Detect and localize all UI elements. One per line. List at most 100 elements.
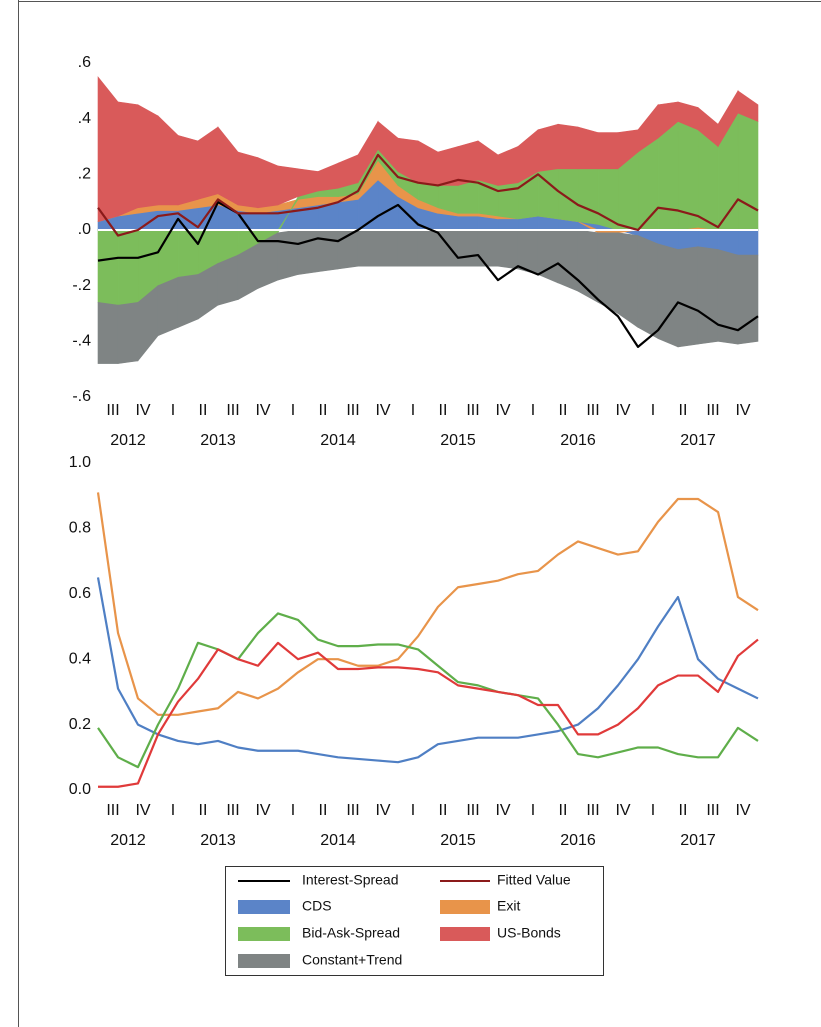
y-tick-label: .0 xyxy=(78,221,91,238)
area-segment xyxy=(657,243,679,348)
area-segment xyxy=(477,179,499,217)
y-tick-label: 0.2 xyxy=(69,716,91,733)
area-segment xyxy=(157,276,179,337)
y-tick-label: 0.4 xyxy=(69,650,91,667)
x-tick-label: IV xyxy=(135,802,150,819)
y-tick-label: -.2 xyxy=(72,277,91,294)
area-segment xyxy=(197,126,219,200)
x-tick-label: IV xyxy=(735,802,750,819)
x-tick-label: III xyxy=(226,402,239,419)
area-segment xyxy=(677,246,699,348)
x-tick-label: II xyxy=(559,402,568,419)
area-segment xyxy=(177,229,199,278)
area-segment xyxy=(497,229,519,270)
area-segment xyxy=(557,123,579,170)
year-label: 2014 xyxy=(320,432,356,449)
area-segment xyxy=(557,168,579,222)
year-label: 2012 xyxy=(110,832,146,849)
x-tick-label: III xyxy=(106,402,119,419)
area-segment xyxy=(477,229,499,267)
area-segment xyxy=(637,235,659,340)
legend-label: Interest-Spread xyxy=(302,872,399,888)
area-segment xyxy=(457,215,479,231)
x-tick-label: III xyxy=(346,402,359,419)
area-segment xyxy=(657,120,679,231)
x-tick-label: II xyxy=(439,402,448,419)
series-line xyxy=(96,577,759,764)
x-tick-label: II xyxy=(199,402,208,419)
area-segment xyxy=(137,104,159,209)
year-label: 2015 xyxy=(440,832,476,849)
area-segment xyxy=(537,123,559,172)
area-segment xyxy=(177,207,199,231)
area-segment xyxy=(297,229,319,275)
x-tick-label: II xyxy=(559,802,568,819)
y-tick-label: 1.0 xyxy=(69,454,91,471)
legend-label: Exit xyxy=(497,898,520,914)
area-segment xyxy=(257,157,279,209)
series-line xyxy=(97,201,759,348)
x-tick-label: I xyxy=(291,402,295,419)
area-segment xyxy=(577,126,599,170)
year-label: 2017 xyxy=(680,832,716,849)
x-tick-label: II xyxy=(679,802,688,819)
area-segment xyxy=(417,229,439,267)
area-segment xyxy=(417,140,439,186)
x-tick-label: IV xyxy=(255,802,270,819)
x-tick-label: IV xyxy=(495,402,510,419)
x-tick-label: III xyxy=(346,802,359,819)
x-tick-label: I xyxy=(531,402,535,419)
area-segment xyxy=(737,90,759,122)
x-tick-label: IV xyxy=(135,402,150,419)
x-tick-label: III xyxy=(466,802,479,819)
year-label: 2014 xyxy=(320,832,356,849)
series-line xyxy=(98,638,759,788)
x-tick-label: III xyxy=(706,802,719,819)
legend-label: Fitted Value xyxy=(497,872,571,888)
area-segment xyxy=(697,229,719,250)
legend-swatch xyxy=(238,927,290,941)
area-segment xyxy=(357,229,379,267)
x-tick-label: I xyxy=(531,802,535,819)
y-tick-label: .6 xyxy=(78,54,91,71)
area-segment xyxy=(737,229,759,256)
area-segment xyxy=(577,229,599,303)
legend-swatch xyxy=(238,954,290,968)
x-tick-label: I xyxy=(171,802,175,819)
area-segment xyxy=(597,168,619,231)
area-segment xyxy=(277,165,299,206)
series-line xyxy=(97,153,759,237)
area-segment xyxy=(177,274,199,328)
area-segment xyxy=(317,162,339,192)
area-segment xyxy=(277,229,299,281)
area-segment xyxy=(677,229,699,250)
x-tick-label: III xyxy=(106,802,119,819)
area-segment xyxy=(477,140,499,186)
area-segment xyxy=(697,129,719,231)
area-segment xyxy=(157,229,179,287)
y-tick-label: 0.0 xyxy=(69,781,91,798)
legend-swatch xyxy=(238,900,290,914)
x-tick-label: IV xyxy=(375,402,390,419)
y-tick-label: -.4 xyxy=(72,333,91,350)
area-segment xyxy=(337,154,359,189)
area-segment xyxy=(237,151,259,209)
area-segment xyxy=(217,254,239,306)
y-tick-label: .2 xyxy=(78,166,91,183)
area-segment xyxy=(577,168,599,225)
y-tick-label: -.6 xyxy=(72,388,91,405)
area-segment xyxy=(337,199,359,231)
area-segment xyxy=(97,76,119,223)
x-tick-label: III xyxy=(586,402,599,419)
area-segment xyxy=(737,112,759,231)
legend-label: Bid-Ask-Spread xyxy=(302,925,400,941)
x-tick-label: I xyxy=(171,402,175,419)
x-tick-label: III xyxy=(586,802,599,819)
area-segment xyxy=(497,146,519,186)
y-tick-label: .4 xyxy=(78,110,91,127)
x-tick-label: II xyxy=(319,402,328,419)
